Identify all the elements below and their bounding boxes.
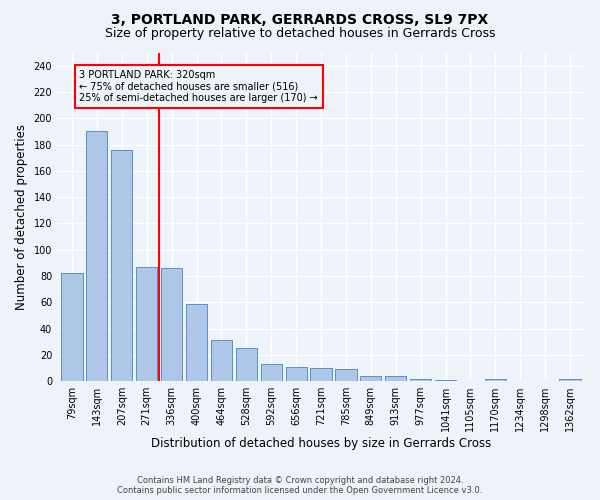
Bar <box>161 268 182 381</box>
Bar <box>260 364 282 381</box>
Bar <box>335 370 356 381</box>
Text: Size of property relative to detached houses in Gerrards Cross: Size of property relative to detached ho… <box>105 28 495 40</box>
Text: 3 PORTLAND PARK: 320sqm
← 75% of detached houses are smaller (516)
25% of semi-d: 3 PORTLAND PARK: 320sqm ← 75% of detache… <box>79 70 318 103</box>
Bar <box>360 376 382 381</box>
Text: Contains HM Land Registry data © Crown copyright and database right 2024.
Contai: Contains HM Land Registry data © Crown c… <box>118 476 482 495</box>
Bar <box>410 378 431 381</box>
Bar <box>186 304 207 381</box>
Bar <box>310 368 332 381</box>
X-axis label: Distribution of detached houses by size in Gerrards Cross: Distribution of detached houses by size … <box>151 437 491 450</box>
Bar <box>136 267 157 381</box>
Bar <box>435 380 456 381</box>
Bar <box>385 376 406 381</box>
Bar <box>86 132 107 381</box>
Bar <box>286 366 307 381</box>
Text: 3, PORTLAND PARK, GERRARDS CROSS, SL9 7PX: 3, PORTLAND PARK, GERRARDS CROSS, SL9 7P… <box>112 12 488 26</box>
Bar <box>61 274 83 381</box>
Bar <box>559 378 581 381</box>
Bar <box>236 348 257 381</box>
Y-axis label: Number of detached properties: Number of detached properties <box>15 124 28 310</box>
Bar <box>111 150 133 381</box>
Bar <box>485 378 506 381</box>
Bar <box>211 340 232 381</box>
